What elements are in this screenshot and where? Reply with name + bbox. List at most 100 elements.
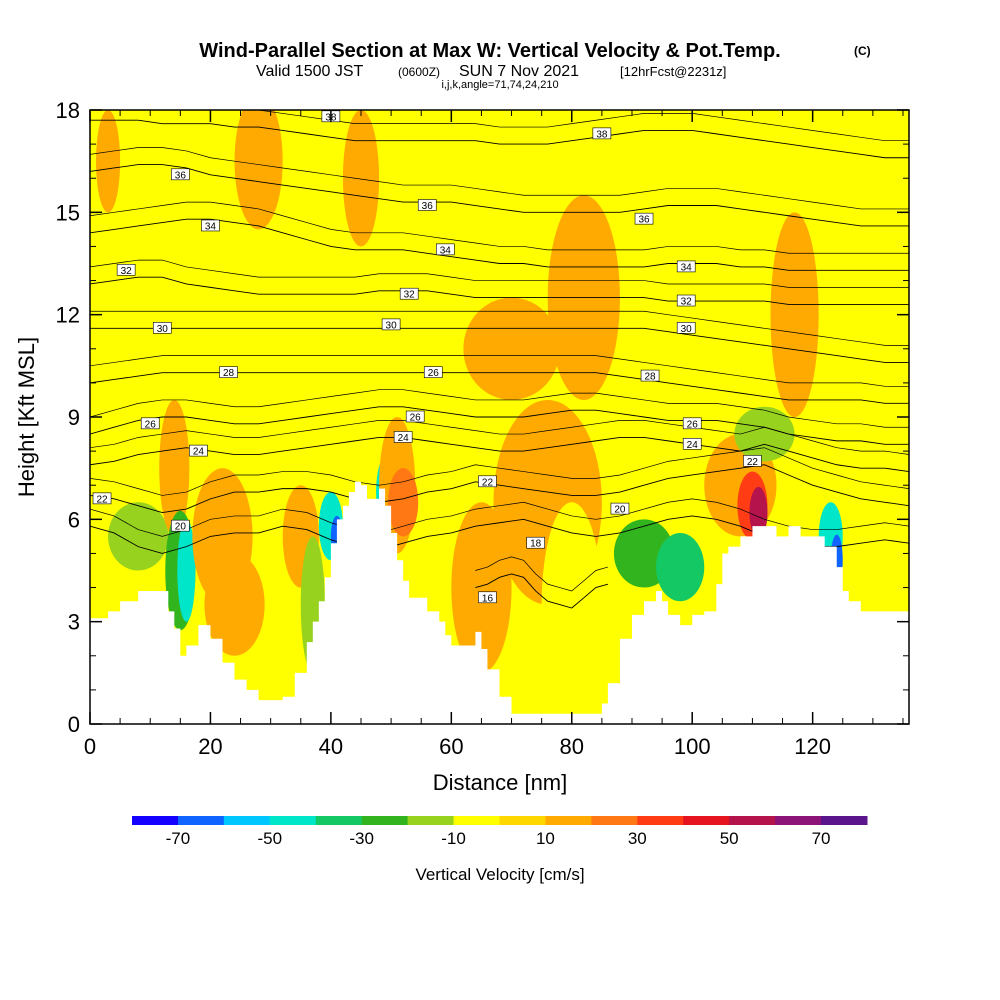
theta-contour-minor [90, 310, 909, 346]
potential-temperature-contours [90, 110, 909, 609]
colorbar-tick-label: 10 [536, 829, 555, 848]
contour-label-text: 20 [175, 522, 187, 533]
contour-label: 34 [201, 219, 220, 232]
x-tick-label: 80 [560, 734, 584, 759]
contour-label-text: 24 [398, 433, 410, 444]
velocity-cell [451, 502, 512, 673]
colorbar-swatch [177, 816, 225, 825]
colorbar-swatch [729, 816, 776, 825]
colorbar-swatch [775, 816, 822, 825]
velocity-cell [234, 110, 283, 230]
theta-contour-minor [475, 556, 608, 592]
velocity-cell [734, 406, 795, 462]
contour-label-text: 34 [205, 221, 217, 232]
colorbar-swatch [132, 816, 179, 825]
colorbar-swatch [223, 816, 271, 825]
x-tick-label: 100 [674, 734, 711, 759]
terrain-mask [90, 481, 909, 724]
colorbar-swatch [683, 816, 730, 825]
velocity-cell [656, 532, 705, 602]
colorbar-swatch [499, 816, 546, 825]
x-tick-label: 40 [319, 734, 343, 759]
velocity-cell [541, 502, 602, 707]
velocity-cell [770, 212, 819, 417]
colorbar-tick-label: -50 [258, 829, 283, 848]
colorbar-tick-label: 50 [720, 829, 739, 848]
contour-label: 32 [116, 264, 136, 277]
contour-label: 24 [682, 437, 702, 451]
contour-label-text: 24 [193, 447, 205, 458]
velocity-cell [159, 399, 190, 537]
y-tick-label: 3 [68, 610, 80, 635]
contour-label: 34 [436, 243, 455, 256]
chart-title: Wind-Parallel Section at Max W: Vertical… [199, 40, 780, 62]
theta-contour-22 [90, 464, 909, 513]
colorbar-tick-label: -30 [349, 829, 374, 848]
valid-time-zulu: (0600Z) [398, 65, 440, 79]
contour-label: 22 [92, 492, 112, 505]
contour-label-text: 36 [638, 215, 650, 226]
colorbar-tick-label: -70 [166, 829, 191, 848]
theta-contour-34 [90, 218, 909, 271]
contour-label: 18 [526, 536, 545, 550]
contour-label: 24 [393, 431, 413, 444]
theta-contour-minor [90, 259, 909, 288]
velocity-cell [427, 417, 452, 554]
theta-contour-36 [90, 164, 909, 227]
contour-label: 36 [417, 199, 437, 212]
y-tick-label: 9 [68, 405, 80, 430]
colorbar-swatch [453, 816, 500, 825]
grid-indices: i,j,k,angle=71,74,24,210 [441, 79, 558, 91]
theta-contour-minor [90, 447, 909, 496]
contour-label-text: 28 [644, 372, 656, 383]
contour-label-text: 26 [145, 419, 157, 430]
colorbar-label: Vertical Velocity [cm/s] [415, 865, 584, 884]
contour-label: 38 [592, 127, 612, 140]
velocity-cell [96, 110, 121, 213]
contour-label: 34 [676, 260, 696, 273]
x-tick-label: 20 [198, 734, 222, 759]
contour-label: 28 [219, 366, 238, 379]
contour-label: 30 [676, 322, 696, 335]
contour-label-text: 22 [747, 457, 759, 468]
contour-label: 30 [152, 322, 172, 335]
colorbar-swatch [269, 816, 317, 825]
contour-label: 22 [743, 455, 762, 468]
contour-label-text: 22 [96, 494, 108, 505]
contour-label-text: 36 [422, 201, 434, 212]
contour-label-text: 26 [410, 413, 422, 424]
theta-contour-minor [90, 389, 909, 428]
contour-label-text: 18 [530, 539, 542, 550]
contour-label: 32 [399, 287, 419, 301]
valid-time-prefix: Valid 1500 JST [256, 63, 364, 80]
theta-contour-minor [232, 110, 909, 142]
contour-label-text: 24 [687, 440, 699, 451]
velocity-cell [204, 553, 265, 656]
contour-label: 16 [478, 591, 497, 604]
contour-label-text: 32 [681, 297, 693, 308]
contour-label: 28 [640, 369, 660, 383]
theta-contour-18 [475, 573, 609, 609]
theta-contour-26 [90, 406, 909, 445]
contour-label-text: 32 [121, 266, 133, 277]
colorbar-tick-label: -10 [441, 829, 466, 848]
colorbar-swatch [361, 816, 409, 825]
colorbar-tick-label: 30 [628, 829, 647, 848]
velocity-cell [108, 502, 169, 571]
colorbar-swatch [407, 816, 455, 825]
colorbar-swatch [637, 816, 684, 825]
theta-contour-minor [90, 147, 909, 210]
contour-label: 36 [171, 168, 190, 181]
velocity-cell [388, 468, 419, 537]
copyright-mark: (C) [854, 44, 871, 58]
contour-label: 36 [634, 212, 654, 226]
contour-label-text: 30 [681, 324, 693, 335]
colorbar: -70 -50 -30 -10 10 30 50 70 [132, 816, 868, 848]
velocity-cell [463, 297, 560, 400]
theta-contour-minor [90, 201, 909, 254]
contour-labels: 2220242628303234363826242218162026303234… [92, 110, 762, 604]
colorbar-swatch [315, 816, 363, 825]
x-axis-label: Distance [nm] [433, 770, 568, 795]
